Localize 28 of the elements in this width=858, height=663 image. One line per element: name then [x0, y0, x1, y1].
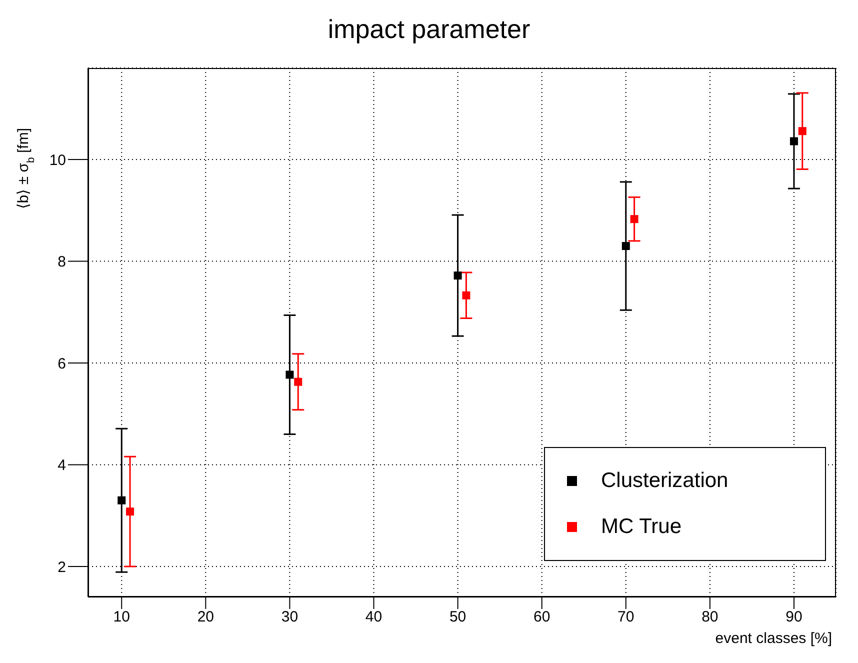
- y-tick-label: 4: [58, 457, 66, 474]
- point: [454, 272, 462, 280]
- y-tick-label: 10: [49, 152, 66, 169]
- point: [118, 496, 126, 504]
- y-tick-label: 2: [58, 558, 66, 576]
- legend-label: MC True: [601, 515, 682, 539]
- x-tick-label: 80: [702, 608, 718, 626]
- point: [790, 137, 798, 146]
- x-tick-label: 90: [786, 608, 802, 626]
- point: [126, 508, 134, 516]
- y-tick-label: 6: [58, 355, 66, 372]
- point: [630, 215, 638, 224]
- chart-title: impact parameter: [328, 14, 530, 44]
- x-tick-label: 60: [534, 608, 550, 626]
- x-tick-label: 10: [113, 608, 130, 626]
- point: [622, 242, 630, 250]
- x-tick-label: 20: [197, 608, 214, 626]
- y-tick-label: 8: [58, 254, 66, 271]
- x-tick-label: 50: [449, 608, 466, 626]
- x-tick-label: 40: [365, 608, 382, 626]
- point: [462, 291, 470, 300]
- x-axis-title: event classes [%]: [715, 630, 832, 647]
- point: [294, 378, 302, 386]
- legend-label: Clusterization: [601, 469, 728, 493]
- point: [798, 127, 806, 136]
- point: [286, 370, 294, 379]
- x-tick-label: 70: [618, 608, 634, 626]
- x-tick-label: 30: [281, 608, 298, 626]
